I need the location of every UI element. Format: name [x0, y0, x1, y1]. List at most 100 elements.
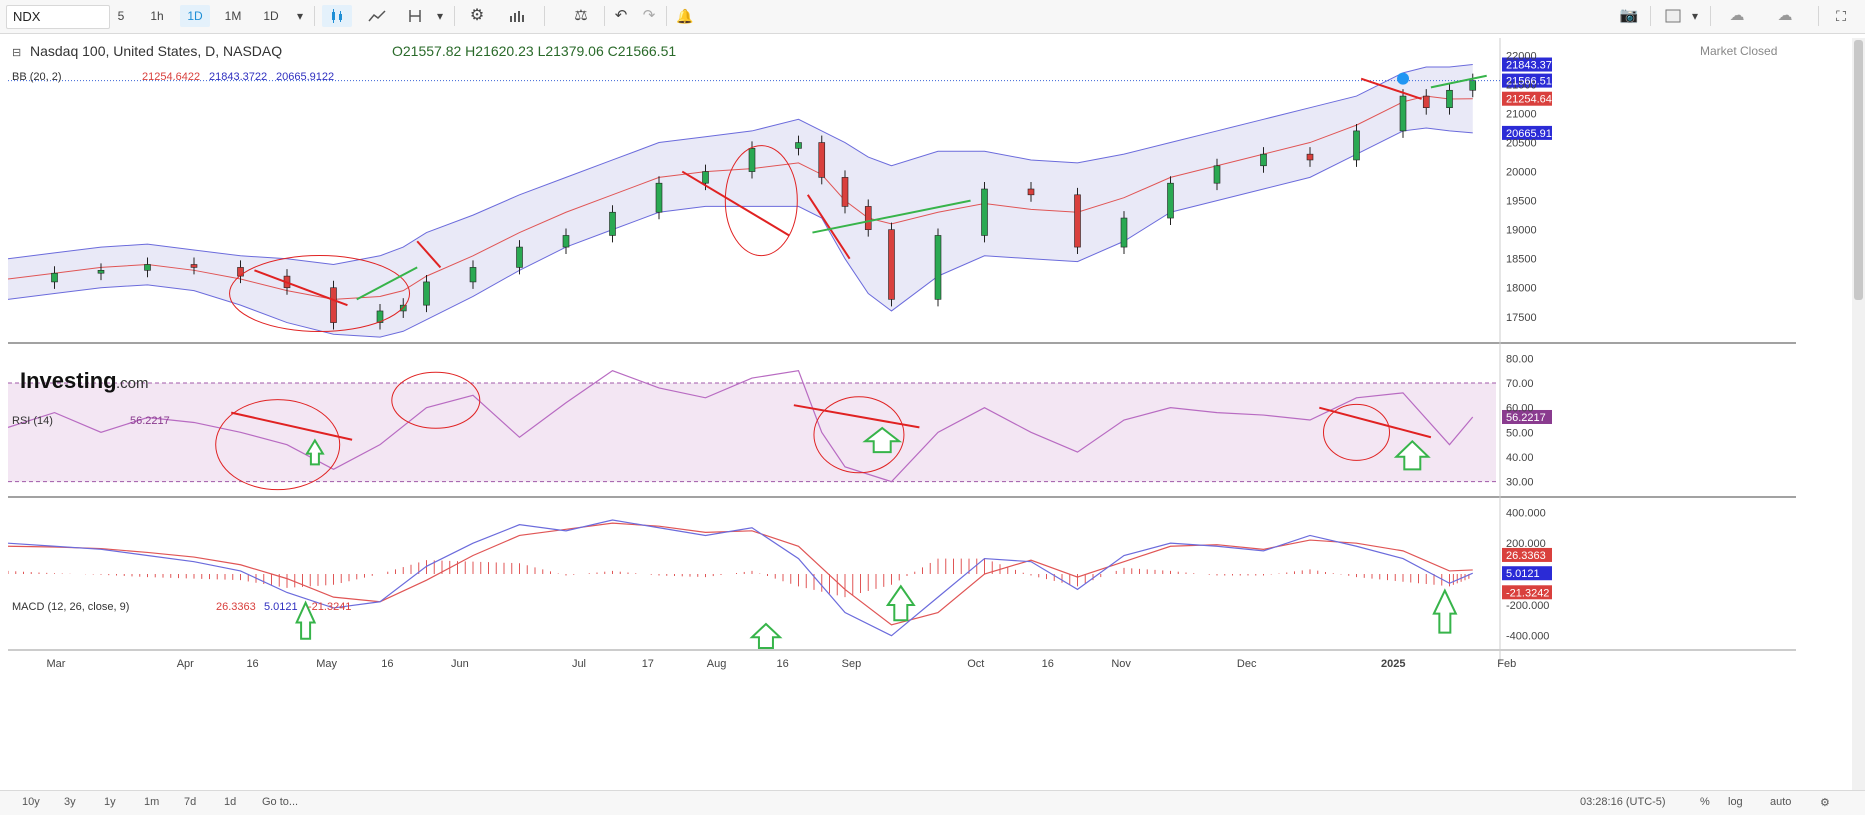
price-axis-tick: 21500 — [1506, 79, 1537, 91]
x-axis-tick: 2025 — [1381, 658, 1405, 670]
chevron-down-icon[interactable]: ▾ — [1691, 9, 1699, 23]
chevron-down-icon[interactable]: ▾ — [436, 9, 444, 23]
annotation-green-trendline — [812, 199, 971, 234]
settings-gear-icon[interactable]: ⚙ — [1820, 797, 1830, 809]
cloud-download-icon[interactable]: ☁ — [1729, 7, 1745, 24]
cloud-upload-icon[interactable]: ☁ — [1777, 7, 1793, 24]
goto-button[interactable]: Go to... — [262, 796, 299, 808]
rsi-axis-tick: 30.00 — [1506, 477, 1534, 489]
price-last-label-bg — [1502, 91, 1552, 106]
range-1m[interactable]: 1m — [144, 796, 160, 808]
fullscreen-icon[interactable]: ⛶ — [1836, 8, 1846, 24]
price-candle — [1260, 153, 1267, 167]
drawing-tools-icon[interactable] — [400, 5, 430, 27]
annotation-red-arrow — [806, 194, 851, 260]
interval-dropdown[interactable]: 1D — [263, 9, 279, 23]
interval-1m[interactable]: 1M — [224, 9, 242, 23]
rsi-label: RSI (14) — [12, 415, 53, 427]
camera-icon[interactable]: 📷 — [1619, 7, 1639, 24]
range-10y[interactable]: 10y — [22, 796, 40, 808]
price-candle — [1399, 95, 1407, 132]
chevron-down-icon[interactable]: ▾ — [296, 9, 304, 23]
bb-label: BB (20, 2) — [12, 71, 62, 83]
annotation-red-trendline — [254, 269, 348, 307]
interval-1h[interactable]: 1h — [150, 9, 164, 23]
interval-1d[interactable]: 1D — [180, 5, 210, 27]
price-axis-tick: 22000 — [1506, 50, 1537, 62]
x-axis-tick: Jun — [451, 658, 469, 670]
macd-last-label-bg — [1502, 585, 1552, 600]
price-axis-tick: 17500 — [1506, 312, 1537, 324]
macd-label: MACD (12, 26, close, 9) — [12, 601, 129, 613]
macd-value-hist: -21.3241 — [308, 601, 351, 613]
price-candle — [423, 281, 430, 306]
price-last-label: 21566.51 — [1506, 76, 1552, 88]
range-1y[interactable]: 1y — [104, 796, 116, 808]
price-axis-tick: 21000 — [1506, 109, 1537, 121]
bollinger-band-fill — [8, 64, 1473, 338]
price-candle — [51, 272, 58, 283]
x-axis-tick: Dec — [1237, 658, 1257, 670]
x-axis-tick: Apr — [177, 658, 194, 670]
alert-bell-icon[interactable]: 🔔 — [676, 8, 694, 24]
price-candle — [469, 267, 477, 283]
compare-scale-icon[interactable]: ⚖ — [574, 7, 588, 24]
macd-last-label: 26.3363 — [1506, 550, 1546, 562]
price-candle — [702, 171, 709, 184]
bb-value-lower: 20665.9122 — [276, 71, 334, 83]
bb-lower-line — [7, 127, 1473, 338]
price-axis-tick: 18000 — [1506, 283, 1537, 295]
annotation-green-arrow — [885, 584, 916, 622]
interval-5m[interactable]: 5 — [117, 9, 125, 23]
price-last-label: 21254.64 — [1506, 94, 1552, 106]
annotation-red-trendline — [1319, 406, 1432, 439]
percent-toggle[interactable]: % — [1700, 796, 1710, 808]
x-axis-tick: Mar — [47, 658, 66, 670]
scrollbar-thumb[interactable] — [1854, 40, 1863, 300]
rsi-axis-tick: 40.00 — [1506, 452, 1534, 464]
macd-last-label: 5.0121 — [1506, 568, 1540, 580]
layout-icon[interactable] — [1658, 5, 1688, 27]
macd-line — [7, 519, 1473, 637]
legend-ohlc: O21557.82 H21620.23 L21379.06 C21566.51 — [392, 43, 676, 59]
rsi-last-label: 56.2217 — [1506, 412, 1546, 424]
market-status: Market Closed — [1700, 44, 1777, 58]
x-axis-tick: Oct — [967, 658, 984, 670]
annotation-green-arrow — [749, 622, 783, 649]
auto-toggle[interactable]: auto — [1770, 796, 1792, 808]
range-3y[interactable]: 3y — [64, 796, 76, 808]
annotation-red-trendline — [230, 411, 353, 441]
top-toolbar: NDX 5 1h 1D 1M 1D ▾ ▾ ⚙ ⚖ ↶ ↷ 🔔 📷 ▾ ☁ ☁ … — [0, 0, 1865, 34]
redo-icon[interactable]: ↷ — [642, 7, 656, 24]
annotation-green-trendline — [356, 266, 418, 301]
symbol-input[interactable]: NDX — [6, 5, 110, 29]
log-toggle[interactable]: log — [1728, 796, 1743, 808]
price-last-label: 20665.91 — [1506, 128, 1552, 140]
rsi-value: 56.2217 — [130, 415, 170, 427]
annotation-green-arrow — [1432, 588, 1458, 634]
price-axis-tick: 20500 — [1506, 138, 1537, 150]
undo-icon[interactable]: ↶ — [614, 7, 628, 24]
macd-value-macd: 5.0121 — [264, 601, 298, 613]
rsi-axis-tick: 50.00 — [1506, 427, 1534, 439]
candles-icon[interactable] — [322, 5, 352, 27]
price-candle — [864, 206, 872, 230]
range-1d[interactable]: 1d — [224, 796, 237, 808]
gear-icon[interactable]: ⚙ — [469, 7, 485, 24]
bb-value-middle: 21254.6422 — [142, 71, 200, 83]
price-candle — [190, 264, 198, 268]
price-candle — [516, 246, 523, 268]
macd-signal-line — [7, 522, 1473, 626]
range-7d[interactable]: 7d — [184, 796, 197, 808]
price-candle — [1120, 217, 1128, 248]
line-chart-icon[interactable] — [362, 5, 392, 27]
price-candle — [237, 267, 244, 277]
collapse-icon[interactable]: ⊟ — [12, 47, 21, 59]
macd-last-label: -21.3242 — [1506, 587, 1549, 599]
indicators-icon[interactable] — [502, 5, 532, 27]
x-axis-tick: 16 — [1042, 658, 1054, 670]
price-last-label: 21843.37 — [1506, 60, 1552, 72]
price-candle — [841, 177, 849, 207]
chart-area[interactable]: ⊟ Nasdaq 100, United States, D, NASDAQ O… — [7, 38, 1796, 778]
annotation-ellipse — [1323, 403, 1390, 461]
